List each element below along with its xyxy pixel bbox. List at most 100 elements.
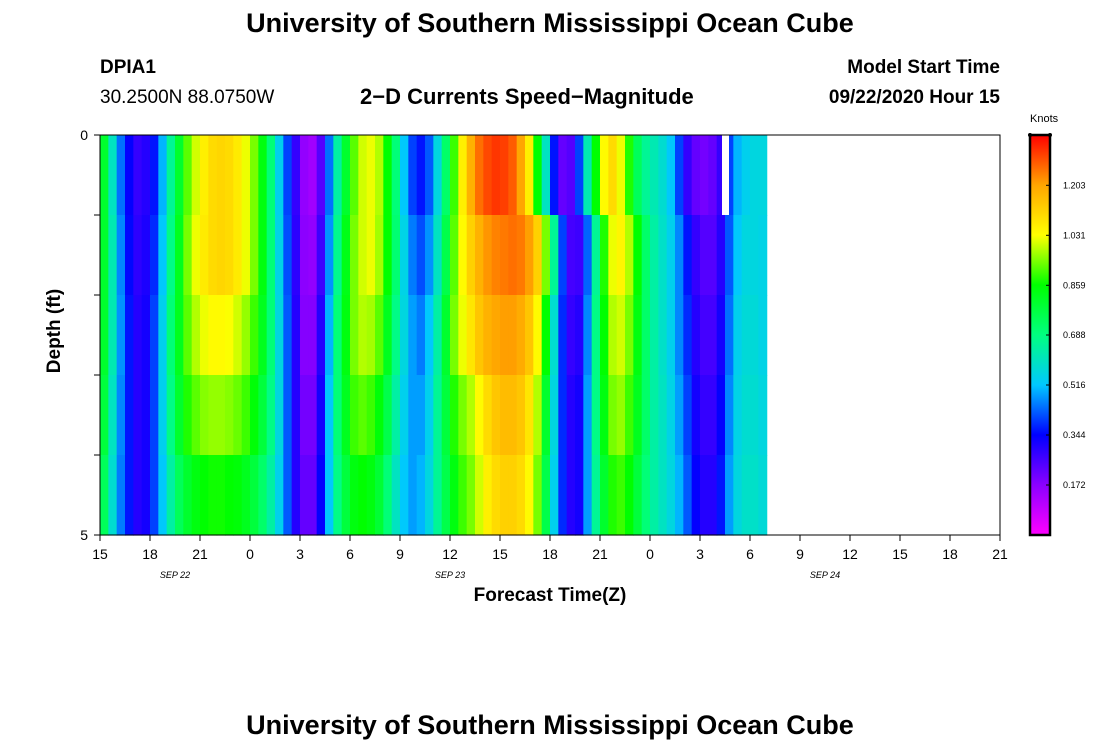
heatmap-cell	[308, 455, 318, 536]
heatmap-cell	[666, 455, 676, 536]
heatmap-cell	[166, 375, 176, 456]
heatmap-cell	[333, 375, 343, 456]
heatmap-cell	[758, 375, 768, 456]
heatmap-cell	[350, 295, 359, 376]
heatmap-cell	[375, 135, 384, 216]
heatmap-cell	[141, 215, 151, 296]
heatmap-cell	[641, 215, 651, 296]
heatmap-cell	[441, 455, 451, 536]
heatmap-cell	[616, 375, 626, 456]
heatmap-cell	[258, 375, 268, 456]
missing-data-gap	[722, 135, 729, 215]
heatmap-cell	[233, 215, 243, 296]
heatmap-cell	[283, 455, 293, 536]
heatmap-cell	[275, 295, 284, 376]
heatmap-cell	[308, 215, 318, 296]
heatmap-cell	[475, 455, 484, 536]
heatmap-cell	[708, 375, 718, 456]
heatmap-cell	[216, 215, 226, 296]
heatmap-cell	[408, 135, 418, 216]
heatmap-cell	[750, 455, 759, 536]
heatmap-cell	[750, 375, 759, 456]
heatmap-cell	[500, 375, 509, 456]
x-tick-label: 0	[246, 546, 254, 562]
heatmap-cell	[466, 375, 476, 456]
heatmap-cell	[341, 295, 351, 376]
heatmap-cell	[700, 375, 709, 456]
heatmap-cell	[758, 135, 768, 216]
heatmap-cell	[225, 135, 234, 216]
heatmap-cell	[258, 295, 268, 376]
heatmap-cell	[441, 375, 451, 456]
heatmap-cell	[741, 375, 751, 456]
heatmap-cell	[358, 375, 368, 456]
heatmap-cell	[558, 455, 568, 536]
heatmap-cell	[366, 455, 376, 536]
heatmap-cell	[608, 455, 618, 536]
heatmap-cell	[625, 295, 634, 376]
date-label: SEP 24	[810, 570, 840, 580]
heatmap-cell	[508, 215, 518, 296]
heatmap-cell	[425, 135, 434, 216]
heatmap-cell	[250, 295, 259, 376]
page-title: University of Southern Mississippi Ocean…	[246, 8, 854, 38]
heatmap-cell	[291, 375, 301, 456]
heatmap-cell	[666, 295, 676, 376]
date-label: SEP 23	[435, 570, 465, 580]
heatmap-cell	[558, 375, 568, 456]
x-tick-label: 15	[92, 546, 108, 562]
heatmap-cell	[183, 215, 193, 296]
heatmap-cell	[458, 455, 468, 536]
heatmap-cell	[716, 135, 726, 216]
heatmap-cell	[175, 295, 184, 376]
heatmap-cell	[433, 215, 443, 296]
heatmap-cell	[483, 135, 493, 216]
heatmap-cell	[166, 135, 176, 216]
heatmap-cell	[400, 215, 409, 296]
heatmap-cell	[383, 295, 393, 376]
heatmap-cell	[491, 295, 501, 376]
heatmap-cell	[675, 135, 684, 216]
heatmap-cell	[141, 135, 151, 216]
heatmap-cell	[125, 375, 134, 456]
heatmap-cell	[133, 215, 143, 296]
heatmap-cell	[225, 215, 234, 296]
heatmap-cell	[158, 455, 168, 536]
heatmap-cell	[316, 455, 326, 536]
heatmap-cell	[625, 375, 634, 456]
heatmap-cell	[316, 215, 326, 296]
heatmap-cell	[508, 135, 518, 216]
heatmap-cell	[650, 375, 659, 456]
heatmap-cell	[583, 375, 593, 456]
heatmap-cell	[183, 295, 193, 376]
heatmap-cell	[325, 215, 334, 296]
heatmap-cell	[633, 375, 643, 456]
heatmap-cell	[233, 295, 243, 376]
heatmap-cell	[525, 375, 534, 456]
heatmap-cell	[616, 135, 626, 216]
x-tick-label: 0	[646, 546, 654, 562]
heatmap-cell	[300, 135, 309, 216]
colorbar-tick-label: 0.344	[1063, 430, 1086, 440]
heatmap-cell	[575, 215, 584, 296]
heatmap-cell	[158, 135, 168, 216]
heatmap-cell	[558, 295, 568, 376]
x-tick-label: 15	[892, 546, 908, 562]
heatmap-cell	[358, 455, 368, 536]
heatmap-cell	[641, 295, 651, 376]
x-tick-label: 6	[746, 546, 754, 562]
heatmap-cell	[533, 375, 543, 456]
heatmap-cell	[425, 215, 434, 296]
heatmap-cell	[741, 135, 751, 216]
heatmap-cell	[125, 295, 134, 376]
heatmap-cell	[416, 295, 426, 376]
heatmap-cell	[366, 135, 376, 216]
heatmap-cell	[725, 295, 734, 376]
heatmap-cell	[316, 135, 326, 216]
colorbar-tick-label: 1.031	[1063, 230, 1086, 240]
heatmap-cell	[533, 215, 543, 296]
heatmap-cell	[441, 135, 451, 216]
heatmap-cell	[525, 295, 534, 376]
heatmap-cell	[400, 135, 409, 216]
heatmap-cell	[641, 135, 651, 216]
